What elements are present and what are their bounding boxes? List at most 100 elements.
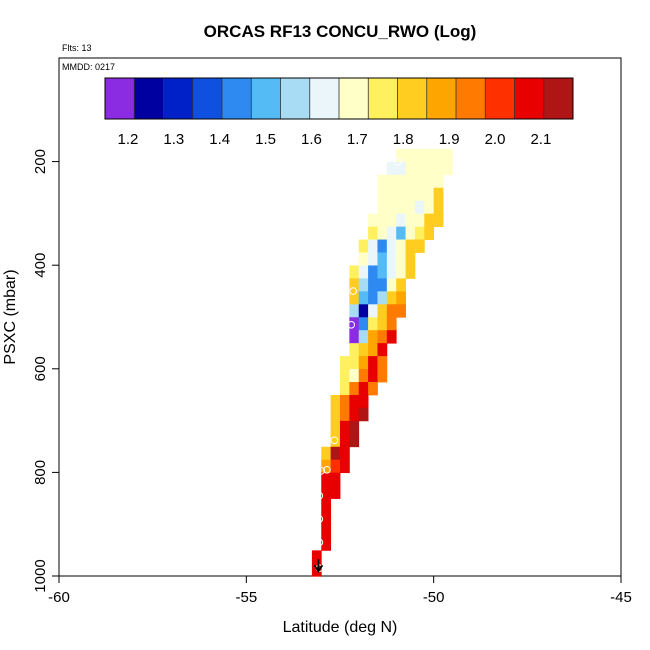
heatmap-cell [340, 433, 350, 448]
colorbar: 1.2 1.3 1.4 1.5 1.6 1.7 1.8 1.9 2.0 2.1 [104, 77, 574, 148]
colorbar-segment [368, 78, 398, 119]
heatmap-cell [358, 330, 369, 344]
heatmap-cell [349, 382, 360, 396]
heatmap-cell [368, 239, 378, 253]
heatmap-cell [349, 369, 360, 383]
heatmap-cell [396, 291, 406, 305]
x-tick-label: -50 [423, 589, 445, 606]
heatmap-cell [358, 369, 369, 383]
heatmap-cell [386, 278, 397, 292]
heatmap-cell [349, 265, 360, 279]
heatmap-cell [433, 174, 444, 189]
heatmap-cell [414, 148, 425, 163]
heatmap-cell [340, 356, 350, 370]
heatmap-cell [368, 330, 378, 344]
colorbar-outline [104, 77, 574, 120]
colorbar-segment [426, 78, 457, 119]
heatmap-cell [330, 459, 341, 474]
heatmap-cell [433, 161, 444, 176]
heatmap-cell [368, 265, 378, 279]
heatmap-cell [358, 239, 369, 253]
heatmap-cell [330, 446, 341, 461]
heatmap-cell [405, 239, 416, 253]
heatmap-cell [377, 265, 388, 279]
heatmap-cell [330, 472, 341, 487]
y-tick-label: 1000 [32, 559, 49, 592]
heatmap-cell [405, 148, 416, 163]
heatmap-cell [405, 174, 416, 189]
heatmap-cell [396, 200, 406, 215]
colorbar-segment [192, 78, 223, 119]
heatmap-cell [311, 550, 322, 564]
heatmap-cell [396, 161, 406, 176]
heatmap-cell [358, 291, 369, 305]
heatmap-cell [368, 317, 378, 331]
heatmap-cell [414, 200, 425, 215]
heatmap-cell [377, 174, 388, 189]
colorbar-segment [339, 78, 369, 119]
chart-title: ORCAS RF13 CONCU_RWO (Log) [204, 22, 477, 41]
heatmap-cell [349, 304, 360, 318]
heatmap-cell [433, 213, 444, 228]
track-point [330, 436, 339, 445]
heatmap-cell [386, 265, 397, 279]
track-point [349, 287, 357, 295]
heatmap-cell [368, 252, 378, 266]
y-tick-label: 600 [32, 356, 49, 381]
heatmap-cell [424, 174, 435, 189]
heatmap-cell [424, 161, 435, 176]
heatmap-cell [368, 343, 378, 357]
heatmap-cell [405, 226, 416, 240]
track-point [317, 467, 326, 475]
heatmap-cell [340, 369, 350, 383]
colorbar-segment [163, 78, 194, 119]
x-axis-label: Latitude (deg N) [283, 619, 398, 636]
heatmap-cell [368, 226, 378, 240]
heatmap-cell [321, 537, 332, 551]
heatmap-cell [386, 330, 397, 344]
x-axis: -60 -55 -50 -45 [48, 576, 632, 606]
heatmap-cell [433, 148, 444, 163]
track-point [315, 538, 324, 547]
heatmap-cell [377, 200, 388, 215]
y-axis: 200 400 600 800 1000 [32, 149, 59, 593]
heatmap-cell [386, 239, 397, 253]
track-point [394, 157, 402, 166]
heatmap-cell [386, 187, 397, 202]
heatmap-cell [405, 187, 416, 202]
colorbar-tick-label: 1.8 [393, 131, 414, 148]
heatmap-cell [424, 187, 435, 202]
heatmap-cell [321, 485, 332, 499]
heatmap-cell [349, 291, 360, 305]
colorbar-tick-label: 2.0 [485, 131, 506, 148]
heatmap-cell [386, 161, 397, 176]
heatmap-cell [368, 291, 378, 305]
track-point [315, 491, 324, 500]
heatmap-cell [358, 407, 369, 422]
heatmap-cell [340, 407, 350, 422]
heatmap-cell [340, 382, 350, 396]
heatmap-cell [377, 317, 388, 331]
heatmap-cell [386, 252, 397, 266]
colorbar-tick-label: 1.3 [163, 131, 184, 148]
heatmap-cell [349, 330, 360, 344]
heatmap-cell [377, 291, 388, 305]
heatmap-cell [396, 304, 406, 318]
heatmap-cell [414, 161, 425, 176]
heatmap-cell [340, 446, 350, 461]
heatmap-cell [358, 304, 369, 318]
heatmap-cell [377, 369, 388, 383]
heatmap-cell [321, 472, 332, 487]
heatmap-cell [396, 187, 406, 202]
heatmap-cell [377, 239, 388, 253]
colorbar-segment [105, 78, 135, 119]
heatmap-cell [368, 213, 378, 228]
colorbar-segment [485, 78, 515, 119]
heatmap-cell [386, 174, 397, 189]
heatmap-cell [414, 187, 425, 202]
colorbar-segment [280, 78, 311, 119]
colorbar-tick-label: 2.1 [530, 131, 551, 148]
takeoff-arrow [313, 559, 324, 573]
heatmap-cell [386, 200, 397, 215]
